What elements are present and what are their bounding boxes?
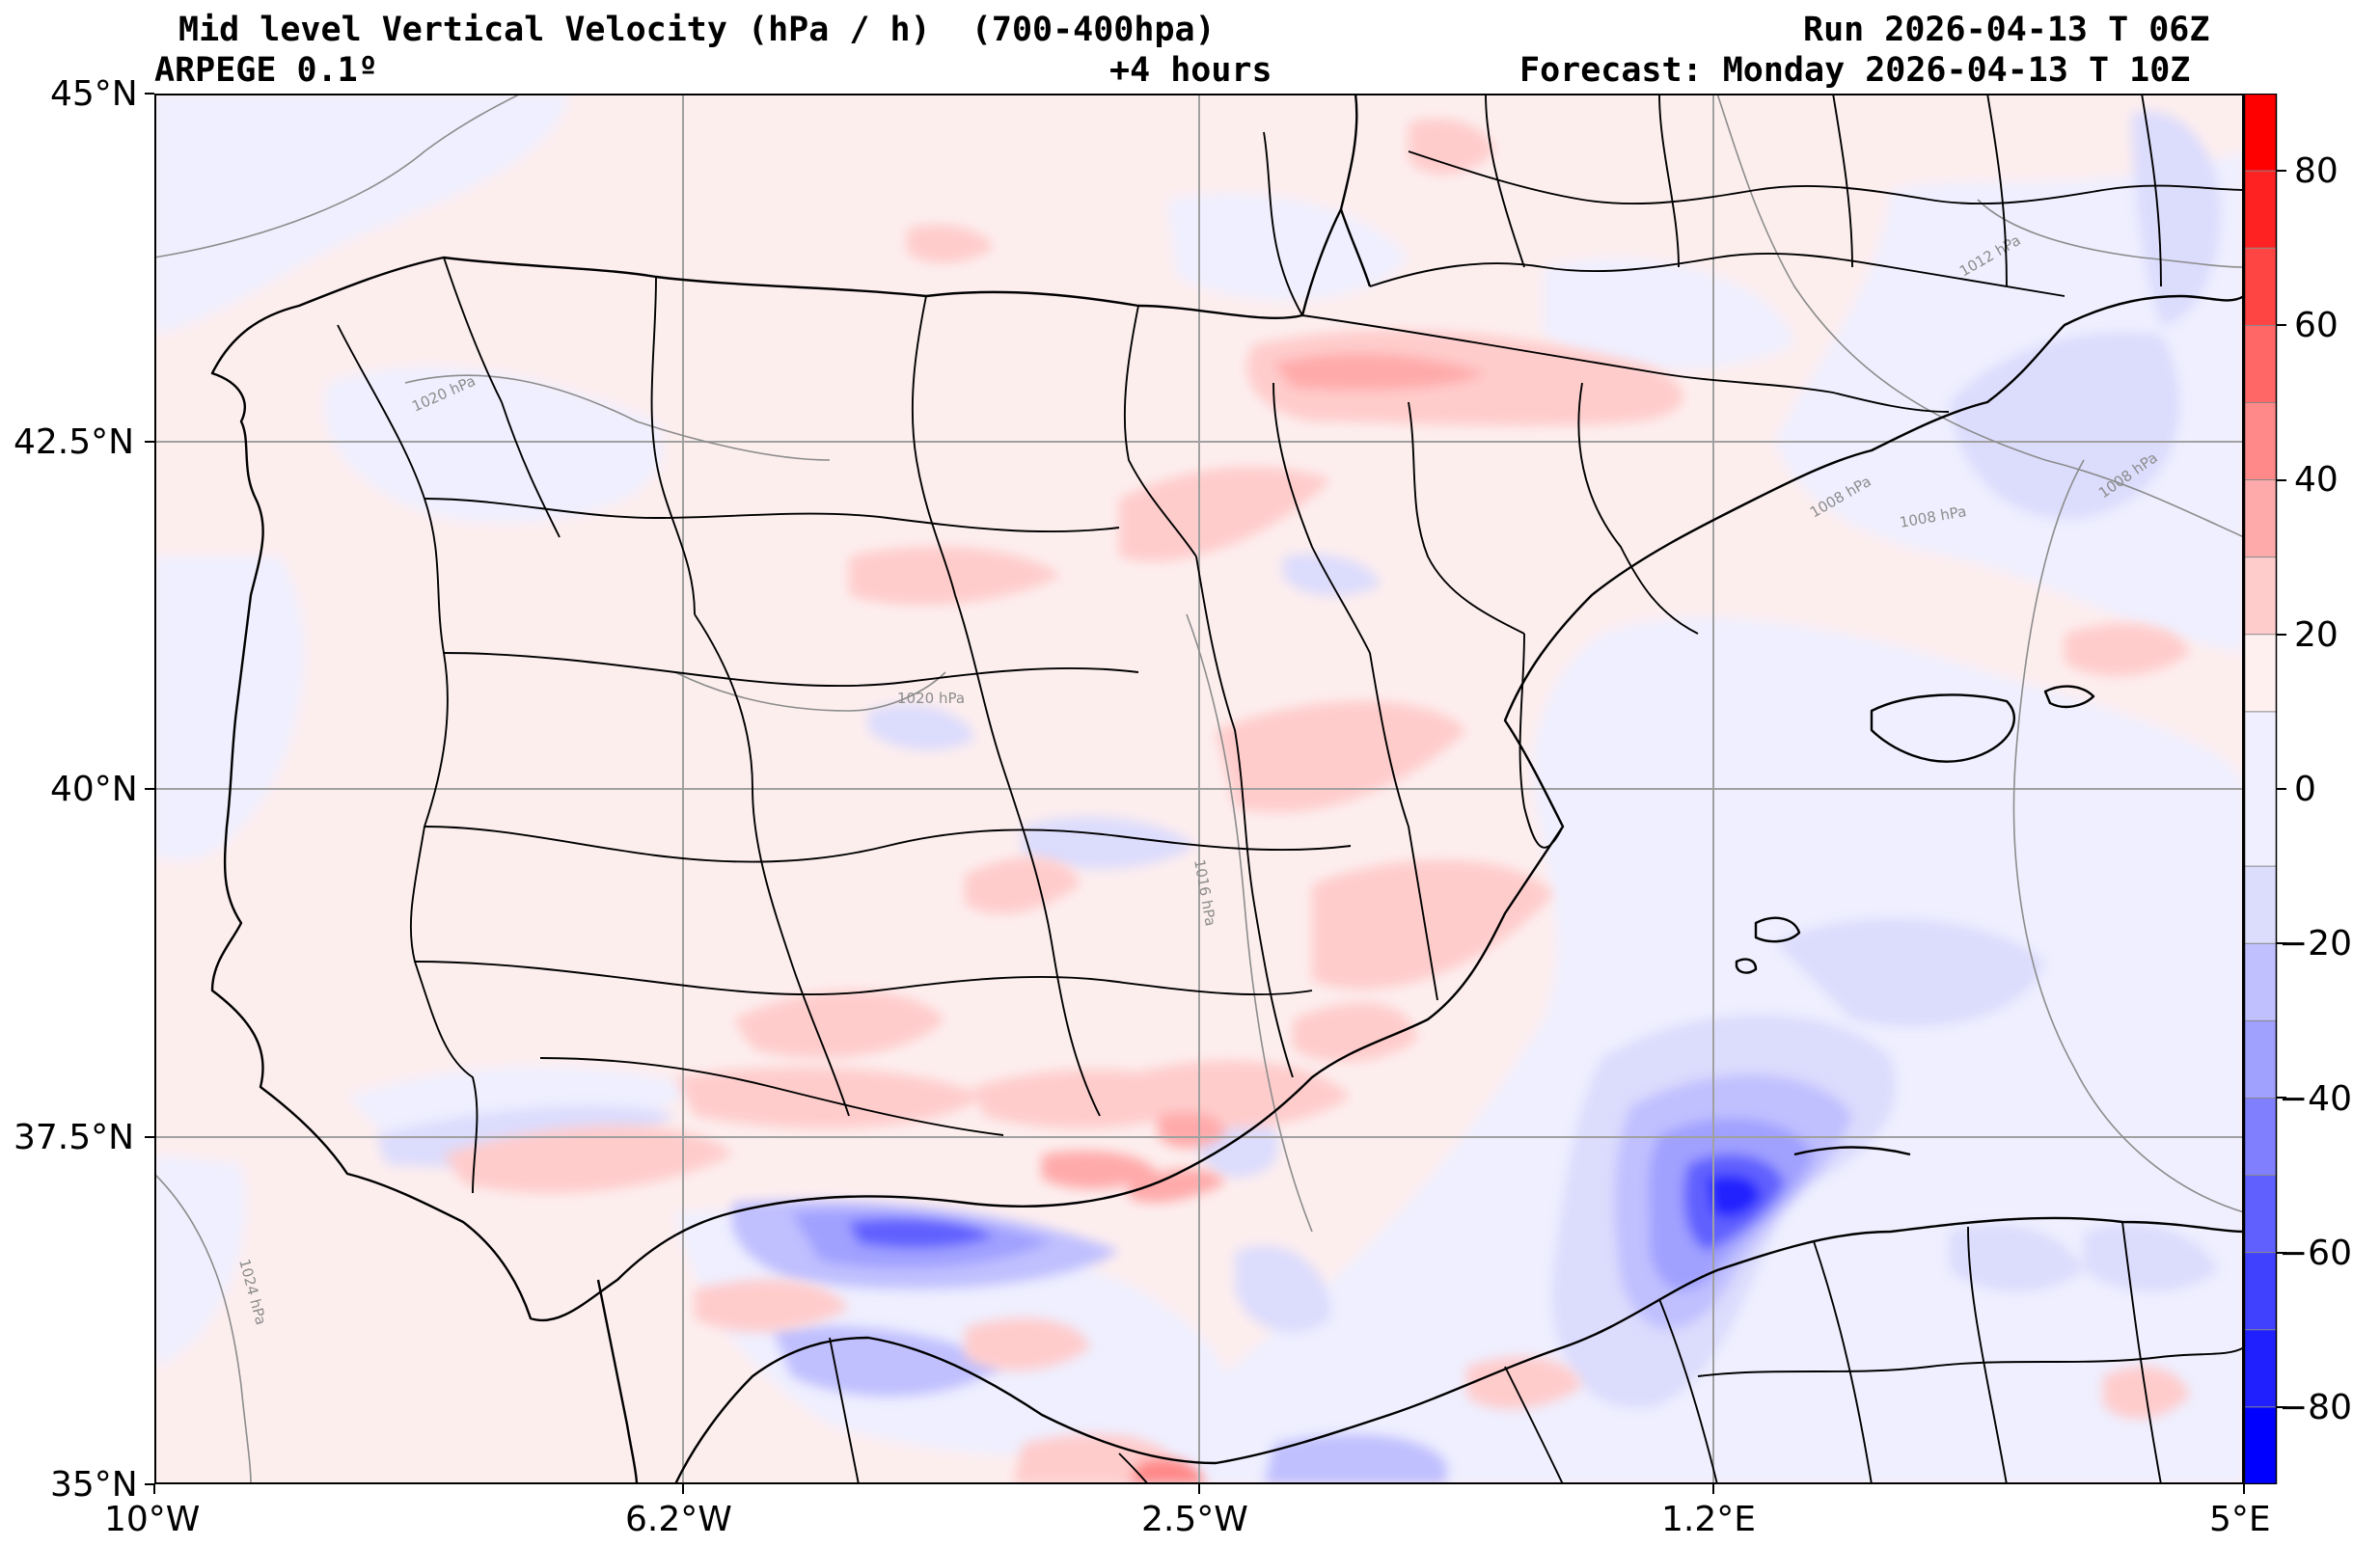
- lon-label-5e: 5°E: [2209, 1500, 2271, 1539]
- negative-velocity-areas: [154, 94, 2244, 1484]
- run-time: Run 2026-04-13 T 06Z: [1803, 11, 2210, 49]
- colorbar-label: −20: [2279, 924, 2352, 963]
- colorbar-label: −40: [2279, 1079, 2352, 1119]
- colorbar-segment: [2244, 1252, 2277, 1330]
- colorbar-segment: [2244, 479, 2277, 557]
- model-name: ARPEGE 0.1º: [154, 51, 378, 90]
- colorbar-segment: [2244, 94, 2277, 172]
- chart-title: Mid level Vertical Velocity (hPa / h) (7…: [178, 11, 1216, 49]
- colorbar-label: −60: [2279, 1234, 2352, 1273]
- lon-label-10w: 10°W: [104, 1500, 201, 1539]
- borders: [337, 94, 2244, 1484]
- forecast-time: Forecast: Monday 2026-04-13 T 10Z: [1519, 51, 2191, 90]
- colorbar-label: −80: [2279, 1388, 2352, 1427]
- colorbar-label: 80: [2294, 151, 2339, 191]
- isobar-label: 1020 hPa: [897, 690, 965, 707]
- colorbar: [2244, 94, 2278, 1484]
- lat-label-45n: 45°N: [50, 74, 138, 114]
- colorbar-segment: [2244, 634, 2277, 712]
- colorbar-segment: [2244, 1406, 2277, 1484]
- lon-label-6-2w: 6.2°W: [625, 1500, 732, 1539]
- lead-time: +4 hours: [1109, 51, 1272, 90]
- colorbar-segment: [2244, 171, 2277, 249]
- colorbar-segment: [2244, 943, 2277, 1021]
- lat-label-42-5n: 42.5°N: [14, 422, 135, 462]
- colorbar-label: 20: [2294, 615, 2339, 655]
- lon-label-1-2e: 1.2°E: [1661, 1500, 1756, 1539]
- colorbar-label: 60: [2294, 306, 2339, 345]
- lat-label-37-5n: 37.5°N: [14, 1118, 135, 1157]
- colorbar-frame: [2244, 94, 2278, 1484]
- colorbar-label: 40: [2294, 460, 2339, 500]
- colorbar-segment: [2244, 402, 2277, 480]
- colorbar-segment: [2244, 325, 2277, 403]
- colorbar-segment: [2244, 248, 2277, 326]
- lon-label-2-5w: 2.5°W: [1141, 1500, 1248, 1539]
- colorbar-segment: [2244, 1098, 2277, 1176]
- colorbar-segment: [2244, 556, 2277, 635]
- colorbar-segment: [2244, 711, 2277, 867]
- grid-lines: [154, 94, 2244, 1484]
- colorbar-ticks: [2277, 170, 2286, 1408]
- colorbar-segment: [2244, 1175, 2277, 1253]
- colorbar-segment: [2244, 1329, 2277, 1407]
- colorbar-segment: [2244, 866, 2277, 944]
- lat-label-40n: 40°N: [50, 770, 138, 809]
- map-panel: 1020 hPa 1012 hPa 1008 hPa 1008 hPa 1008…: [154, 94, 2244, 1484]
- positive-velocity-areas: [444, 119, 2190, 1484]
- lat-label-35n: 35°N: [50, 1465, 138, 1505]
- isobars: [154, 94, 2244, 1484]
- colorbar-segment: [2244, 1020, 2277, 1099]
- colorbar-label: 0: [2294, 770, 2316, 809]
- coastlines: [210, 94, 2244, 1484]
